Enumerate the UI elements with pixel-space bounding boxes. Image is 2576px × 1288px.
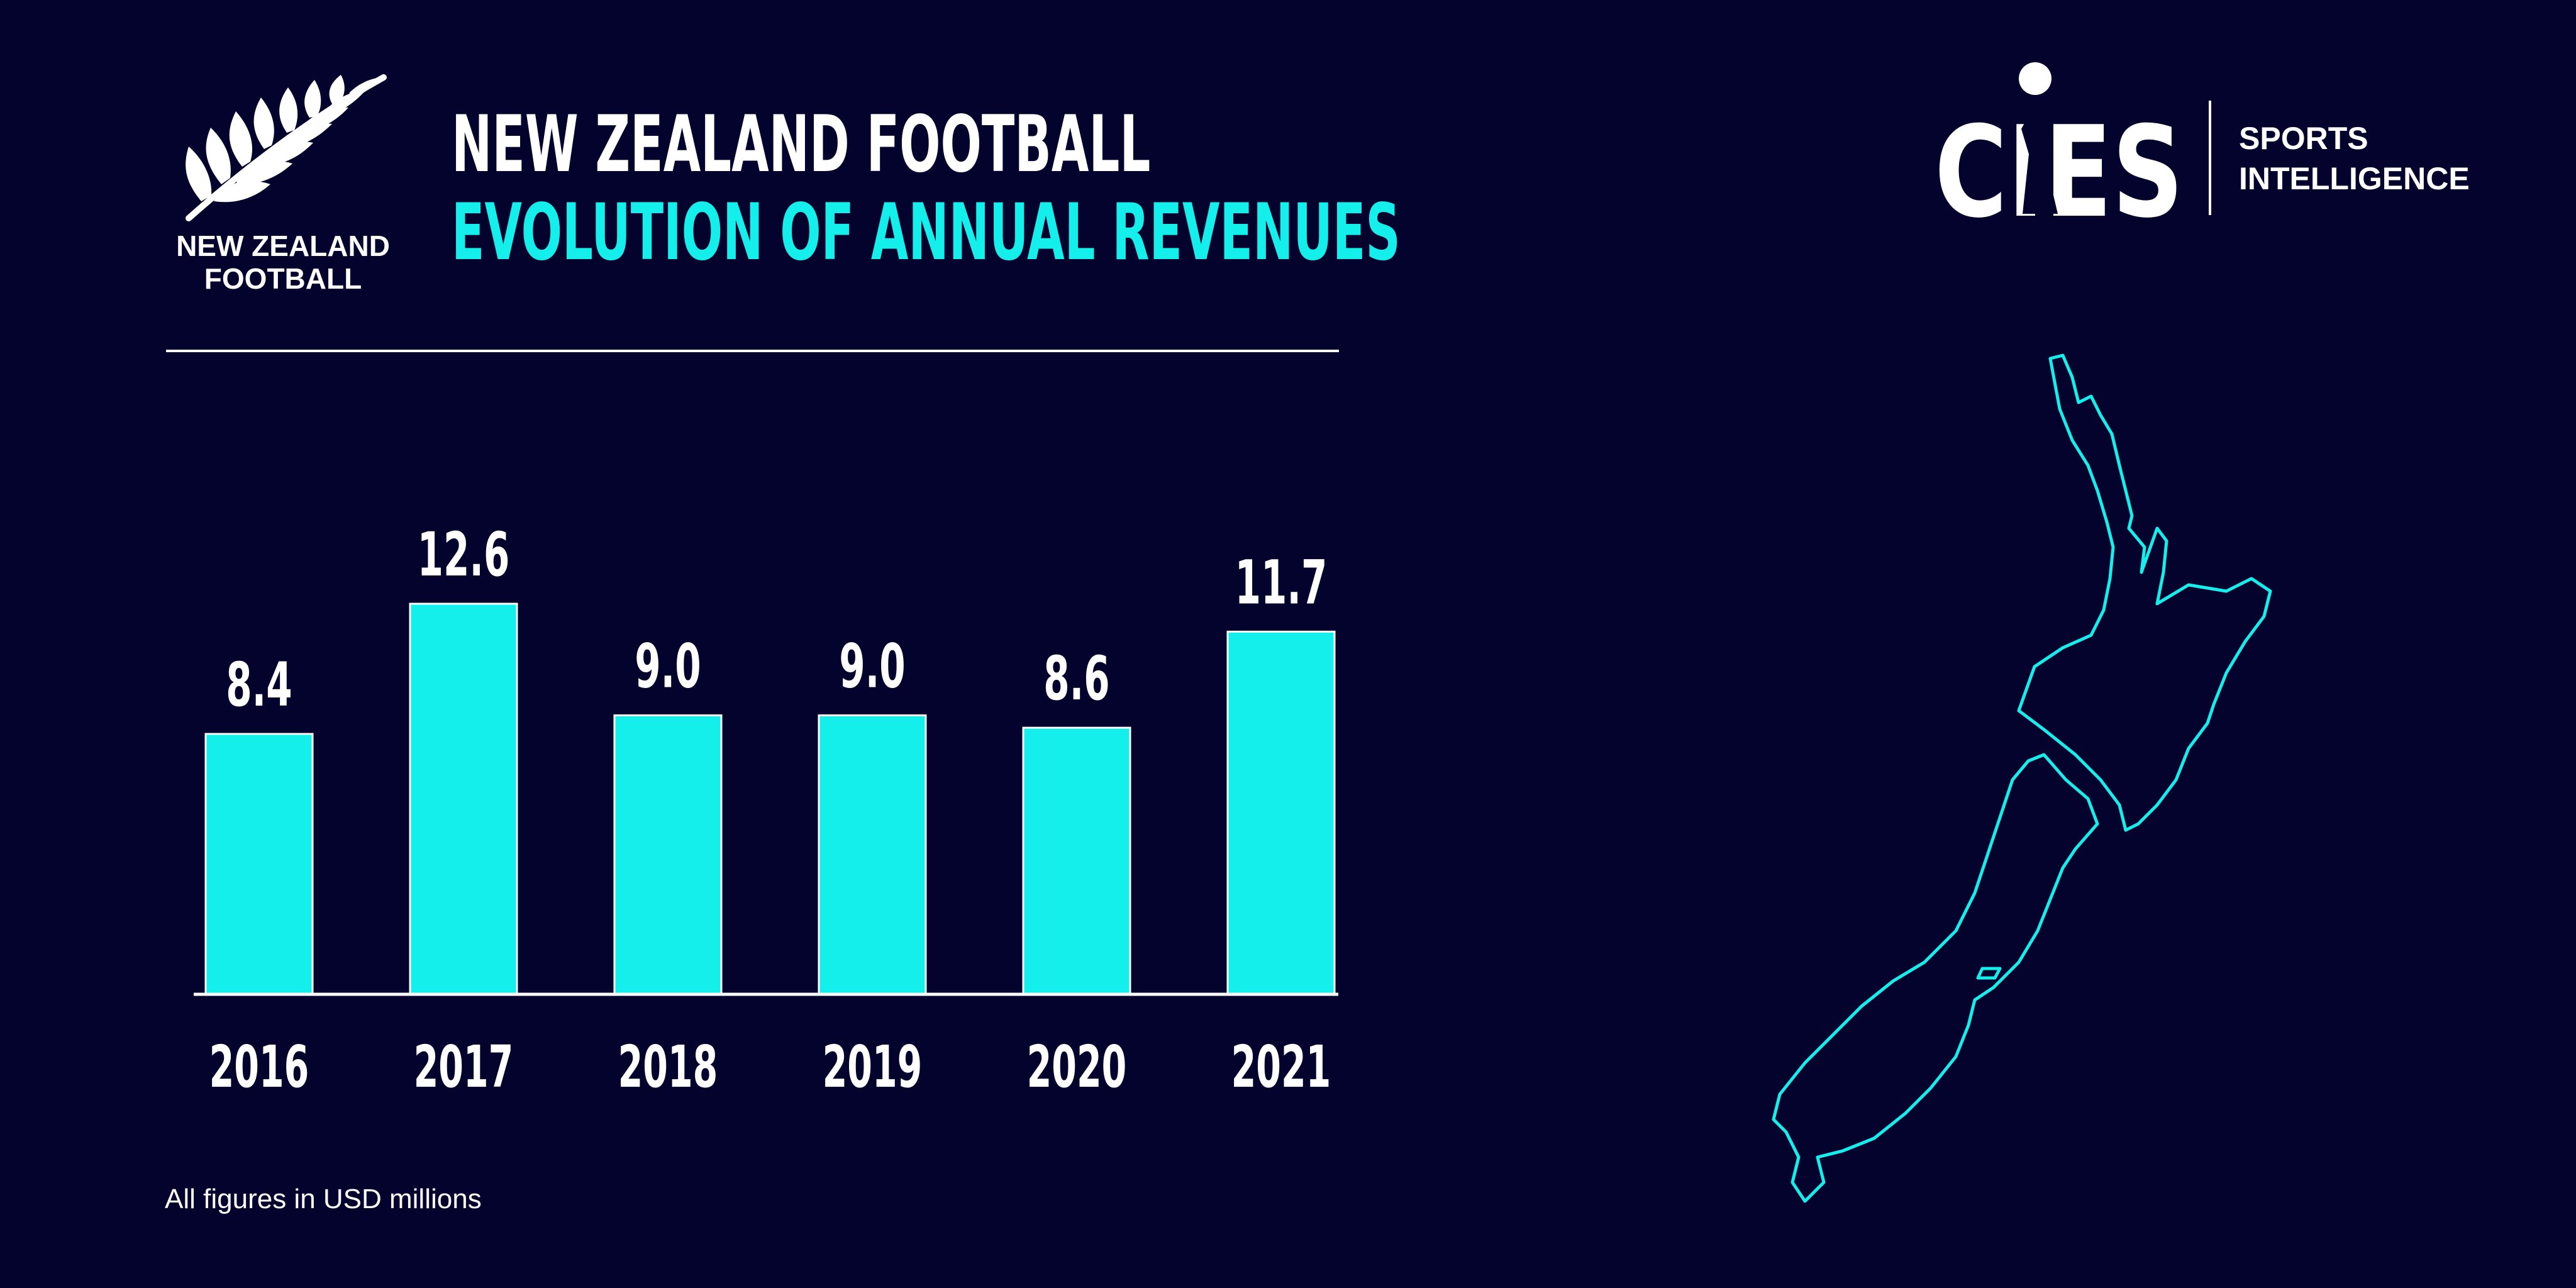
footnote: All figures in USD millions: [165, 1184, 482, 1214]
header-divider: [166, 350, 1339, 352]
tick-label-2021: 2021: [1231, 1034, 1331, 1101]
org-logo-line-1: NEW ZEALAND: [176, 230, 390, 262]
bars-group: [204, 602, 1336, 996]
value-label-2016: 8.4: [226, 650, 292, 720]
tick-label-2019: 2019: [823, 1034, 923, 1101]
new-zealand-map-icon: [1772, 353, 2272, 1203]
bar-2021: [1226, 630, 1336, 996]
value-label-2020: 8.6: [1043, 643, 1109, 714]
org-logo-text: NEW ZEALAND FOOTBALL: [145, 230, 421, 295]
page-title: NEW ZEALAND FOOTBALL: [452, 99, 1151, 190]
cies-logo-text: CIES: [1935, 99, 2184, 223]
tick-label-2020: 2020: [1027, 1034, 1127, 1101]
value-label-2017: 12.6: [418, 519, 510, 590]
value-label-2021: 11.7: [1235, 547, 1328, 618]
page-subtitle: EVOLUTION OF ANNUAL REVENUES: [452, 187, 1401, 278]
tick-label-2016: 2016: [209, 1034, 309, 1101]
revenue-bar-chart: 8.4 12.6 9.0 9.0 8.6 11.7 2016 2017 2018 2019 202…: [194, 519, 1338, 1101]
brand-tagline: SPORTS INTELLIGENCE: [2239, 118, 2470, 199]
player-silhouette-icon: [2021, 104, 2058, 214]
bar-2017: [409, 602, 518, 996]
bar-2016: [204, 733, 314, 996]
tick-labels-group: 2016 2017 2018 2019 2020 2021: [209, 1034, 1331, 1101]
tick-label-2017: 2017: [414, 1034, 514, 1101]
cies-logo: CIES: [1935, 62, 2184, 223]
bar-2018: [613, 714, 723, 996]
bar-2019: [818, 714, 927, 996]
brand-tagline-line-1: SPORTS: [2239, 121, 2368, 156]
value-label-2018: 9.0: [635, 631, 701, 701]
bar-2020: [1022, 726, 1131, 996]
org-logo-line-2: FOOTBALL: [204, 262, 362, 295]
value-label-2019: 9.0: [839, 631, 905, 701]
tick-label-2018: 2018: [618, 1034, 718, 1101]
logo-dot-icon: [2019, 62, 2051, 95]
value-labels-group: 8.4 12.6 9.0 9.0 8.6 11.7: [226, 519, 1327, 720]
fern-logo-icon: [186, 74, 387, 221]
brand-tagline-line-2: INTELLIGENCE: [2239, 161, 2470, 196]
brand-divider: [2209, 101, 2211, 215]
